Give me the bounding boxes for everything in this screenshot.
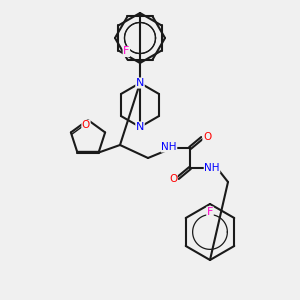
Text: F: F (123, 46, 130, 56)
Text: NH: NH (161, 142, 177, 152)
Text: N: N (136, 78, 144, 88)
Text: F: F (207, 207, 213, 217)
Text: O: O (169, 174, 177, 184)
Text: O: O (203, 132, 211, 142)
Text: O: O (82, 120, 90, 130)
Text: NH: NH (204, 163, 220, 173)
Text: N: N (136, 122, 144, 132)
